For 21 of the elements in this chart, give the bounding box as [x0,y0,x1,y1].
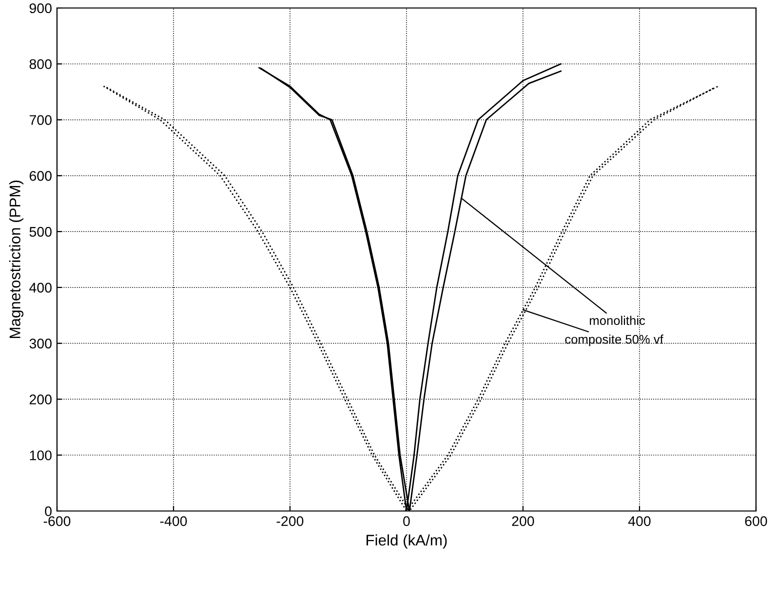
x-tick-label: -400 [160,516,187,526]
x-tick-label: 400 [628,516,651,526]
x-tick-label: 600 [745,516,768,526]
y-tick-label: 800 [30,59,52,70]
y-tick-label: 0 [44,506,52,516]
annotation: monolithic [590,316,645,325]
y-tick-label: 900 [30,3,52,14]
y-tick-label: 100 [30,450,52,460]
x-axis-title: Field (kA/m) [366,534,447,549]
y-tick-label: 700 [30,115,52,125]
y-tick-label: 600 [30,171,52,181]
y-tick-label: 200 [30,394,52,404]
y-tick-label: 300 [30,338,52,349]
x-tick-label: -200 [276,516,304,526]
annotation: composite 50% vf [565,334,664,346]
x-tick-label: 0 [403,516,410,526]
y-tick-label: 400 [29,282,52,293]
x-tick-label: 200 [512,516,534,526]
y-tick-label: 500 [30,226,52,237]
y-axis-title: Magnetostriction (PPM) [9,180,24,338]
x-tick-label: -600 [44,516,70,526]
